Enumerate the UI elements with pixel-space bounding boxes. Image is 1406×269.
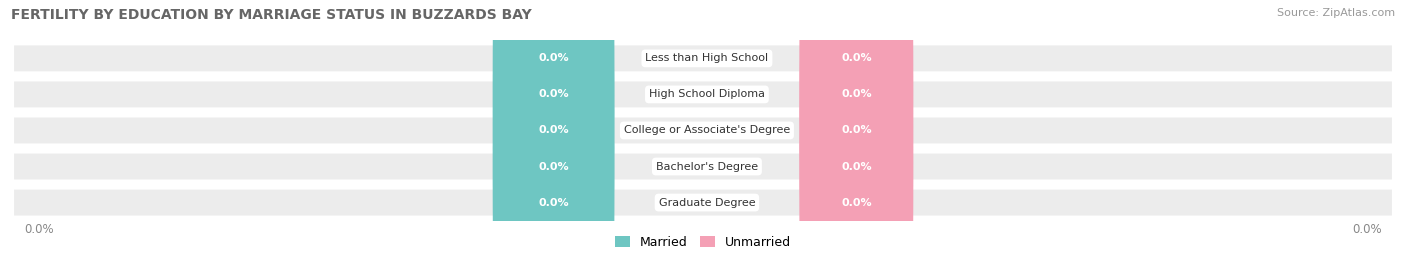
- FancyBboxPatch shape: [492, 14, 614, 247]
- Text: 0.0%: 0.0%: [538, 161, 569, 172]
- FancyBboxPatch shape: [14, 190, 1392, 215]
- Legend: Married, Unmarried: Married, Unmarried: [610, 231, 796, 254]
- Text: 0.0%: 0.0%: [538, 125, 569, 136]
- Text: 0.0%: 0.0%: [24, 224, 53, 236]
- Text: High School Diploma: High School Diploma: [650, 89, 765, 100]
- Text: Graduate Degree: Graduate Degree: [658, 197, 755, 208]
- FancyBboxPatch shape: [492, 0, 614, 175]
- Text: College or Associate's Degree: College or Associate's Degree: [624, 125, 790, 136]
- Text: Bachelor's Degree: Bachelor's Degree: [655, 161, 758, 172]
- Text: 0.0%: 0.0%: [841, 53, 872, 63]
- FancyBboxPatch shape: [14, 82, 1392, 107]
- Text: 0.0%: 0.0%: [538, 53, 569, 63]
- FancyBboxPatch shape: [492, 50, 614, 269]
- FancyBboxPatch shape: [14, 45, 1392, 71]
- FancyBboxPatch shape: [14, 154, 1392, 179]
- FancyBboxPatch shape: [800, 0, 914, 175]
- Text: 0.0%: 0.0%: [538, 89, 569, 100]
- Text: 0.0%: 0.0%: [841, 89, 872, 100]
- FancyBboxPatch shape: [492, 0, 614, 211]
- Text: 0.0%: 0.0%: [1353, 224, 1382, 236]
- FancyBboxPatch shape: [800, 0, 914, 211]
- FancyBboxPatch shape: [800, 50, 914, 269]
- Text: 0.0%: 0.0%: [538, 197, 569, 208]
- Text: Less than High School: Less than High School: [645, 53, 769, 63]
- Text: Source: ZipAtlas.com: Source: ZipAtlas.com: [1277, 8, 1395, 18]
- Text: 0.0%: 0.0%: [841, 197, 872, 208]
- FancyBboxPatch shape: [14, 118, 1392, 143]
- Text: 0.0%: 0.0%: [841, 125, 872, 136]
- FancyBboxPatch shape: [800, 86, 914, 269]
- FancyBboxPatch shape: [492, 86, 614, 269]
- Text: FERTILITY BY EDUCATION BY MARRIAGE STATUS IN BUZZARDS BAY: FERTILITY BY EDUCATION BY MARRIAGE STATU…: [11, 8, 531, 22]
- Text: 0.0%: 0.0%: [841, 161, 872, 172]
- FancyBboxPatch shape: [800, 14, 914, 247]
